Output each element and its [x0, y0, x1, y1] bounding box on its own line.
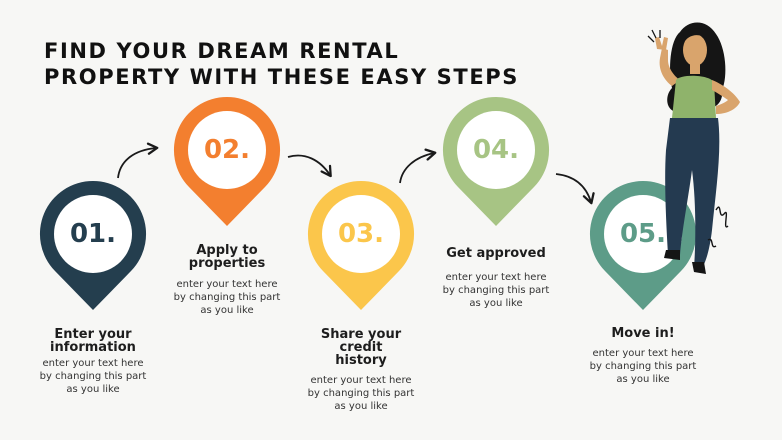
step-2-description-line: enter your text here — [176, 279, 278, 290]
step-3-description-line: enter your text here — [310, 375, 412, 386]
step-1-number: 01. — [70, 219, 116, 249]
step-2-heading: Apply to properties — [162, 244, 292, 270]
step-4-description-line: by changing this part — [442, 285, 550, 296]
step-2-heading-line: properties — [188, 256, 266, 271]
page-title: FIND YOUR DREAM RENTAL PROPERTY WITH THE… — [44, 38, 564, 90]
step-3-heading: Share your credit history — [296, 328, 426, 367]
step-4-description-line: enter your text here — [445, 272, 547, 283]
step-2-description-line: as you like — [200, 305, 254, 316]
step-3-number: 03. — [338, 219, 384, 249]
step-3-heading-line: history — [335, 353, 387, 368]
step-1-description-line: as you like — [66, 384, 120, 395]
step-5-description-line: by changing this part — [589, 361, 697, 372]
step-4-pin: 04. — [442, 96, 550, 226]
step-3-description-line: as you like — [334, 401, 388, 412]
step-1-heading: Enter your information — [28, 328, 158, 354]
step-5-number: 05. — [620, 219, 666, 249]
arrow-1-to-2 — [117, 142, 159, 179]
step-4-description-line: as you like — [469, 298, 523, 309]
step-5-description-line: enter your text here — [592, 348, 694, 359]
title-line-1: FIND YOUR DREAM RENTAL — [44, 39, 400, 63]
step-3-description: enter your text here by changing this pa… — [296, 374, 426, 413]
step-5-heading-line: Move in! — [611, 326, 675, 341]
step-1-description: enter your text here by changing this pa… — [28, 357, 158, 396]
step-3-heading-line: credit — [339, 340, 383, 355]
step-1-pin: 01. — [39, 180, 147, 310]
step-4-number: 04. — [473, 135, 519, 165]
step-3-heading-line: Share your — [320, 327, 402, 342]
arrow-2-to-3 — [287, 154, 332, 178]
arrow-3-to-4 — [399, 148, 437, 184]
step-1-heading-line: Enter your — [54, 327, 132, 342]
step-3-description-line: by changing this part — [307, 388, 415, 399]
step-3-pin: 03. — [307, 180, 415, 310]
arrow-4-to-5 — [555, 173, 595, 205]
step-4-description: enter your text here by changing this pa… — [431, 271, 561, 310]
step-4-heading-line: Get approved — [446, 246, 546, 261]
step-1-description-line: by changing this part — [39, 371, 147, 382]
step-4-heading: Get approved — [431, 247, 561, 260]
step-2-description: enter your text here by changing this pa… — [162, 278, 292, 317]
step-2-description-line: by changing this part — [173, 292, 281, 303]
title-line-2: PROPERTY WITH THESE EASY STEPS — [44, 65, 519, 89]
woman-illustration-icon — [647, 22, 740, 274]
step-2-number: 02. — [204, 135, 250, 165]
step-2-pin: 02. — [173, 96, 281, 226]
step-5-description: enter your text here by changing this pa… — [578, 347, 708, 386]
step-2-heading-line: Apply to — [196, 243, 258, 258]
step-5-heading: Move in! — [578, 327, 708, 340]
step-1-heading-line: information — [50, 340, 136, 355]
step-1-description-line: enter your text here — [42, 358, 144, 369]
step-5-description-line: as you like — [616, 374, 670, 385]
